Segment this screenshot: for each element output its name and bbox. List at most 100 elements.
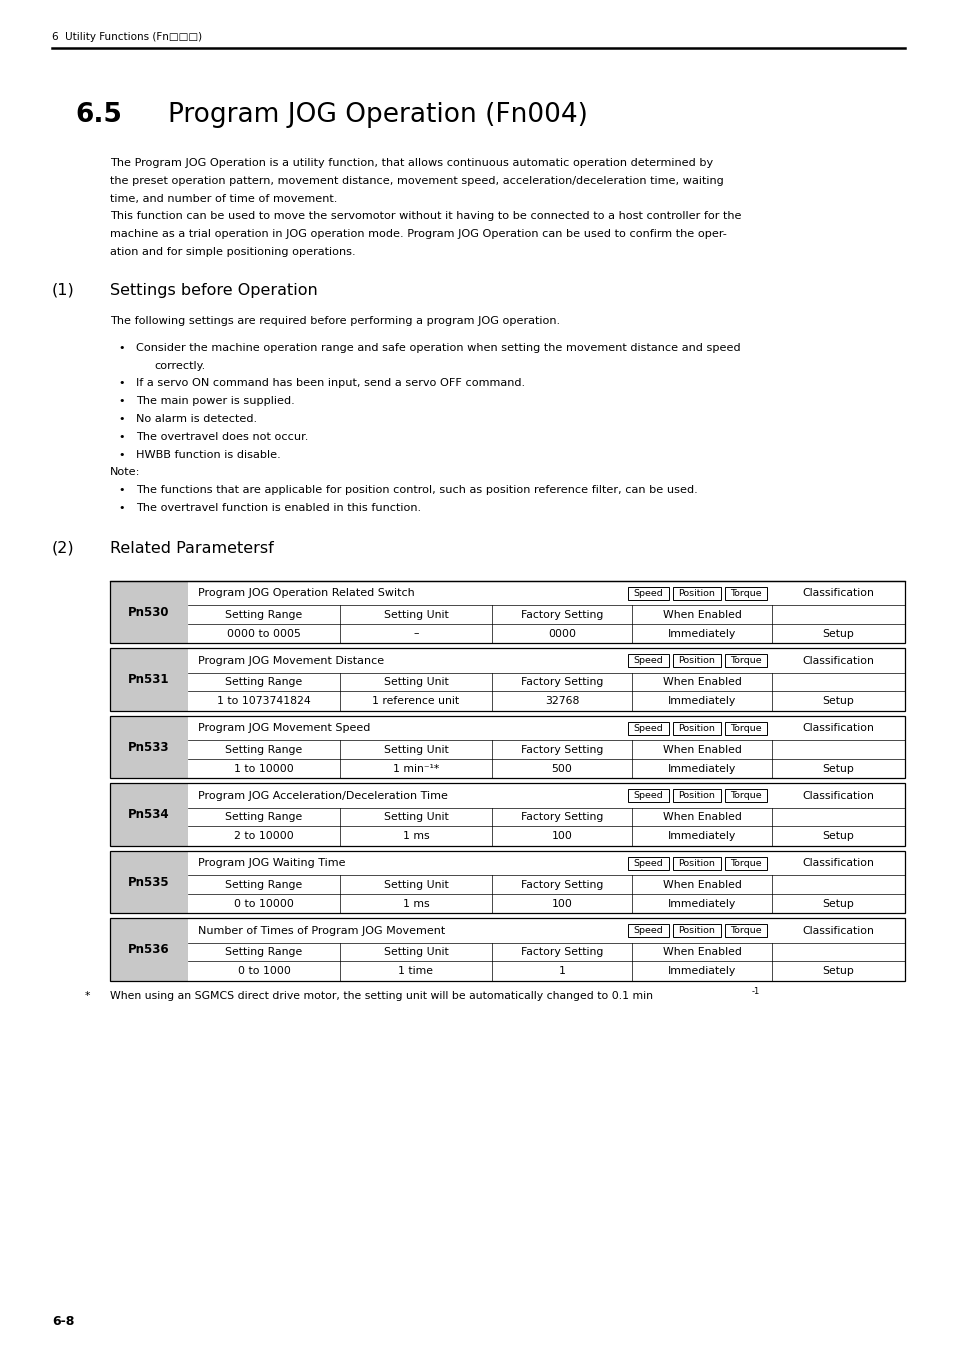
Bar [627,923,668,937]
Text: Pn534: Pn534 [128,809,170,821]
Text: Speed: Speed [633,724,662,733]
Text: 0 to 10000: 0 to 10000 [233,899,294,909]
Text: Immediately: Immediately [667,697,736,706]
Bar [672,856,720,869]
Text: Setting Unit: Setting Unit [383,610,448,620]
Text: Factory Setting: Factory Setting [520,948,602,957]
Text: When Enabled: When Enabled [662,813,740,822]
Text: Position: Position [678,859,715,868]
Text: Position: Position [678,724,715,733]
Text: 1 to 1073741824: 1 to 1073741824 [217,697,311,706]
Text: 1 to 10000: 1 to 10000 [233,764,294,774]
Text: Factory Setting: Factory Setting [520,880,602,890]
Text: Program JOG Operation (Fn004): Program JOG Operation (Fn004) [168,103,587,128]
Bar [672,721,720,734]
Bar [110,850,188,914]
Text: Classification: Classification [801,859,874,868]
Text: Setting Unit: Setting Unit [383,948,448,957]
Text: Torque: Torque [729,791,761,801]
Text: Setup: Setup [821,899,854,909]
Text: No alarm is detected.: No alarm is detected. [136,414,257,424]
Text: 100: 100 [551,899,572,909]
Bar [110,648,188,711]
Text: (1): (1) [52,282,74,298]
Bar [627,788,668,802]
Text: 1 time: 1 time [398,967,433,976]
Text: 1: 1 [558,967,565,976]
Text: ation and for simple positioning operations.: ation and for simple positioning operati… [110,247,355,256]
Bar [724,586,766,599]
Text: •: • [118,504,125,513]
Bar [627,856,668,869]
Bar [724,788,766,802]
Bar [110,783,904,846]
Text: •: • [118,396,125,406]
Text: Program JOG Movement Distance: Program JOG Movement Distance [198,656,384,666]
Text: Speed: Speed [633,589,662,598]
Text: Program JOG Movement Speed: Program JOG Movement Speed [198,724,370,733]
Text: Torque: Torque [729,926,761,936]
Text: •: • [118,432,125,441]
Text: Position: Position [678,589,715,598]
Text: Setting Unit: Setting Unit [383,880,448,890]
Text: machine as a trial operation in JOG operation mode. Program JOG Operation can be: machine as a trial operation in JOG oper… [110,230,726,239]
Text: Speed: Speed [633,791,662,801]
Text: When Enabled: When Enabled [662,880,740,890]
Text: 100: 100 [551,832,572,841]
Text: Factory Setting: Factory Setting [520,678,602,687]
Bar [672,788,720,802]
Text: When Enabled: When Enabled [662,610,740,620]
Bar [672,586,720,599]
Text: Setup: Setup [821,629,854,639]
Text: –: – [413,629,418,639]
Text: Immediately: Immediately [667,899,736,909]
Text: Classification: Classification [801,724,874,733]
Text: •: • [118,343,125,352]
Text: Setting Unit: Setting Unit [383,745,448,755]
Text: Torque: Torque [729,589,761,598]
Text: Settings before Operation: Settings before Operation [110,282,317,298]
Text: •: • [118,450,125,459]
Text: Setting Range: Setting Range [225,610,302,620]
Text: Number of Times of Program JOG Movement: Number of Times of Program JOG Movement [198,926,445,936]
Text: 32768: 32768 [544,697,578,706]
Text: Classification: Classification [801,791,874,801]
Text: The main power is supplied.: The main power is supplied. [136,396,294,406]
Text: Setup: Setup [821,764,854,774]
Text: Program JOG Operation Related Switch: Program JOG Operation Related Switch [198,589,415,598]
Text: 1 ms: 1 ms [402,832,429,841]
Bar [627,721,668,734]
Text: Consider the machine operation range and safe operation when setting the movemen: Consider the machine operation range and… [136,343,740,352]
Bar [110,580,904,644]
Bar [724,653,766,667]
Text: •: • [118,378,125,389]
Bar [724,856,766,869]
Text: Immediately: Immediately [667,832,736,841]
Text: 0000: 0000 [547,629,576,639]
Text: The functions that are applicable for position control, such as position referen: The functions that are applicable for po… [136,485,697,495]
Bar [724,923,766,937]
Text: 6-8: 6-8 [52,1315,74,1328]
Text: -1: -1 [751,987,760,996]
Bar [110,716,904,779]
Text: Setting Range: Setting Range [225,745,302,755]
Text: The overtravel does not occur.: The overtravel does not occur. [136,432,308,441]
Text: Pn533: Pn533 [128,741,170,753]
Text: •: • [118,485,125,495]
Text: the preset operation pattern, movement distance, movement speed, acceleration/de: the preset operation pattern, movement d… [110,176,723,186]
Text: Classification: Classification [801,926,874,936]
Text: Pn530: Pn530 [128,606,170,618]
Text: Setup: Setup [821,967,854,976]
Bar [110,850,904,914]
Text: (2): (2) [52,541,74,556]
Text: Position: Position [678,656,715,666]
Text: time, and number of time of movement.: time, and number of time of movement. [110,193,337,204]
Text: Factory Setting: Factory Setting [520,813,602,822]
Text: Pn531: Pn531 [128,674,170,686]
Text: Setting Range: Setting Range [225,880,302,890]
Text: 1 min⁻¹*: 1 min⁻¹* [393,764,438,774]
Text: Setting Range: Setting Range [225,678,302,687]
Text: *: * [85,991,91,1000]
Text: Setup: Setup [821,832,854,841]
Bar [110,648,904,711]
